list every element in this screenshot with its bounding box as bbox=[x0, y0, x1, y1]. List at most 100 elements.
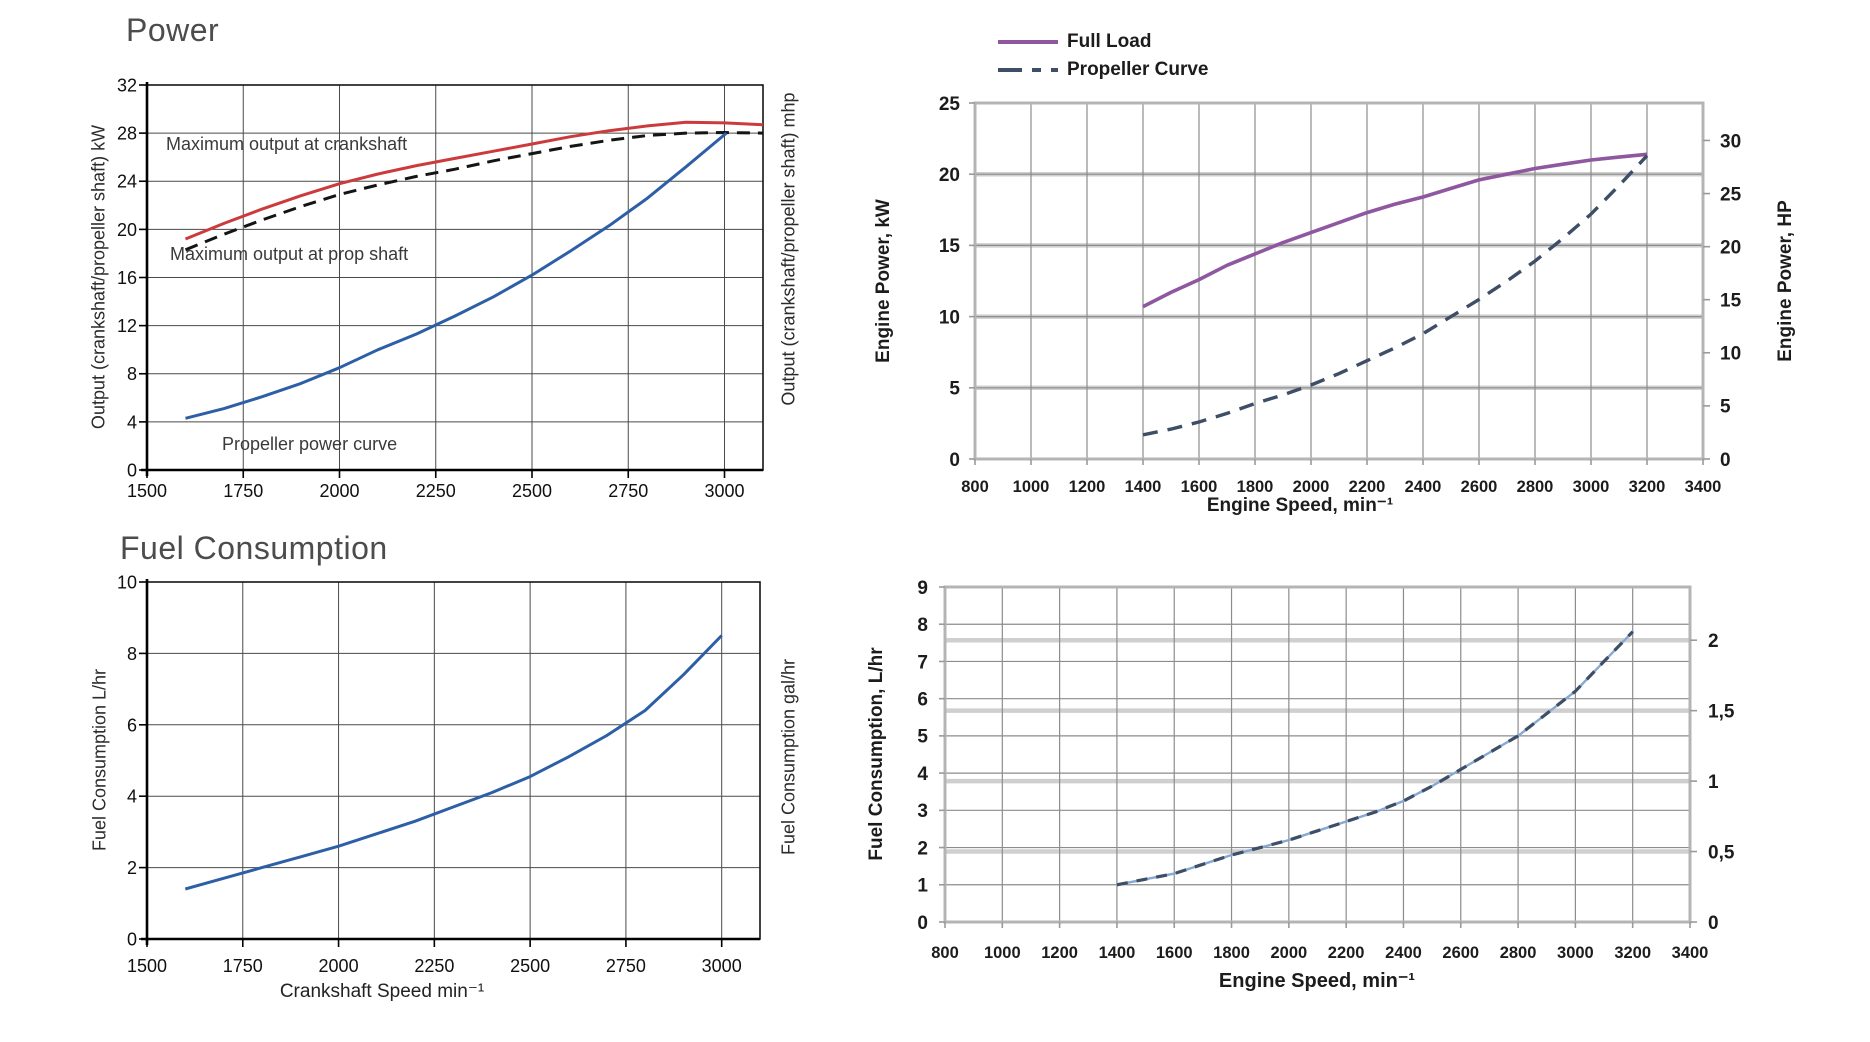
svg-text:2600: 2600 bbox=[1461, 478, 1498, 496]
svg-text:10: 10 bbox=[939, 307, 960, 328]
svg-text:8: 8 bbox=[917, 615, 928, 636]
power-right-plot: 800 1000 1200 1400 1600 1800 2000 2200 2400 2600 2… bbox=[939, 94, 1742, 496]
power-y-right-axis-label: Output (crankshaft/propeller shaft) mhp bbox=[778, 92, 799, 406]
svg-text:2250: 2250 bbox=[416, 481, 456, 501]
power-left-series-propeller-power-curve bbox=[185, 131, 728, 420]
legend-item-full-load: Full Load bbox=[996, 28, 1209, 56]
svg-text:2500: 2500 bbox=[512, 481, 552, 501]
svg-text:15: 15 bbox=[939, 236, 961, 257]
svg-text:7: 7 bbox=[917, 652, 928, 673]
fuel-consumption-lhr-axis-label: Fuel Consumption, L/hr bbox=[866, 647, 887, 861]
svg-text:4: 4 bbox=[127, 787, 137, 807]
svg-text:2200: 2200 bbox=[1328, 944, 1365, 962]
svg-text:0: 0 bbox=[127, 460, 137, 480]
svg-text:2750: 2750 bbox=[608, 481, 648, 501]
svg-text:2800: 2800 bbox=[1517, 478, 1554, 496]
svg-text:3400: 3400 bbox=[1685, 478, 1722, 496]
svg-text:1200: 1200 bbox=[1041, 944, 1078, 962]
svg-text:1,5: 1,5 bbox=[1708, 701, 1735, 722]
legend-label-full-load: Full Load bbox=[1067, 31, 1152, 52]
svg-text:1600: 1600 bbox=[1181, 478, 1218, 496]
svg-text:0: 0 bbox=[917, 913, 928, 934]
svg-text:12: 12 bbox=[117, 316, 137, 336]
svg-text:2400: 2400 bbox=[1385, 944, 1422, 962]
svg-text:1400: 1400 bbox=[1125, 478, 1162, 496]
svg-text:1750: 1750 bbox=[223, 481, 263, 501]
svg-text:2000: 2000 bbox=[319, 481, 359, 501]
svg-text:1000: 1000 bbox=[1013, 478, 1050, 496]
svg-text:2200: 2200 bbox=[1349, 478, 1386, 496]
svg-text:15: 15 bbox=[1720, 290, 1742, 311]
svg-text:30: 30 bbox=[1720, 131, 1741, 152]
svg-text:1800: 1800 bbox=[1213, 944, 1250, 962]
svg-text:4: 4 bbox=[127, 412, 137, 432]
fuel-lhr-axis-label: Fuel Consumption L/hr bbox=[89, 668, 110, 852]
svg-text:3000: 3000 bbox=[1573, 478, 1610, 496]
svg-text:20: 20 bbox=[1720, 238, 1741, 259]
svg-text:1: 1 bbox=[917, 876, 928, 897]
svg-text:1400: 1400 bbox=[1099, 944, 1136, 962]
svg-text:3000: 3000 bbox=[1557, 944, 1594, 962]
svg-text:1600: 1600 bbox=[1156, 944, 1193, 962]
svg-text:0: 0 bbox=[949, 450, 960, 471]
power-right-series-propeller-curve bbox=[1142, 154, 1649, 437]
svg-text:4: 4 bbox=[917, 764, 928, 785]
power-left-series-maximum-output-at-crankshaft bbox=[184, 120, 764, 241]
svg-text:25: 25 bbox=[939, 94, 961, 115]
svg-text:25: 25 bbox=[1720, 184, 1742, 205]
svg-text:20: 20 bbox=[939, 165, 960, 186]
svg-text:2000: 2000 bbox=[1293, 478, 1330, 496]
engine-speed-axis-label-bottom: Engine Speed, min⁻¹ bbox=[1218, 970, 1416, 992]
annotation-max-output-prop-shaft: Maximum output at prop shaft bbox=[170, 244, 409, 264]
svg-text:32: 32 bbox=[117, 75, 137, 95]
svg-text:10: 10 bbox=[1720, 344, 1741, 365]
svg-text:0,5: 0,5 bbox=[1708, 842, 1735, 863]
svg-text:10: 10 bbox=[117, 572, 137, 592]
svg-text:0: 0 bbox=[127, 929, 137, 949]
svg-text:1000: 1000 bbox=[984, 944, 1021, 962]
svg-text:2: 2 bbox=[1708, 631, 1719, 652]
svg-text:800: 800 bbox=[961, 478, 989, 496]
engine-power-hp-axis-label: Engine Power, HP bbox=[1775, 200, 1796, 362]
svg-text:5: 5 bbox=[917, 727, 928, 748]
svg-text:16: 16 bbox=[117, 268, 137, 288]
svg-text:0: 0 bbox=[1720, 450, 1731, 471]
power-left-series-maximum-output-at-prop-shaft bbox=[184, 131, 764, 252]
power-y-left-axis-label: Output (crankshaft/propeller shaft) kW bbox=[88, 124, 109, 430]
svg-text:2: 2 bbox=[127, 858, 137, 878]
svg-text:6: 6 bbox=[917, 690, 928, 711]
power-left-plot: 1500 1750 2000 2250 2500 2750 3000 0 4 8 12 16 20 24 2… bbox=[117, 75, 764, 501]
svg-text:2250: 2250 bbox=[414, 956, 454, 976]
svg-text:2000: 2000 bbox=[319, 956, 359, 976]
annotation-propeller-power-curve: Propeller power curve bbox=[222, 434, 398, 454]
svg-text:28: 28 bbox=[117, 124, 137, 144]
svg-text:6: 6 bbox=[127, 715, 137, 735]
svg-text:3: 3 bbox=[917, 801, 928, 822]
fuel-left-series-fuel-consumption bbox=[184, 634, 723, 891]
legend: Full Load Propeller Curve bbox=[996, 28, 1209, 84]
svg-text:1: 1 bbox=[1708, 772, 1719, 793]
svg-text:2000: 2000 bbox=[1270, 944, 1307, 962]
svg-text:3200: 3200 bbox=[1614, 944, 1651, 962]
svg-text:8: 8 bbox=[127, 364, 137, 384]
svg-text:3400: 3400 bbox=[1672, 944, 1709, 962]
svg-text:24: 24 bbox=[117, 172, 137, 192]
svg-text:3200: 3200 bbox=[1629, 478, 1666, 496]
svg-text:3000: 3000 bbox=[702, 956, 742, 976]
svg-text:2600: 2600 bbox=[1442, 944, 1479, 962]
svg-text:2500: 2500 bbox=[510, 956, 550, 976]
fuel-right-series-underlay bbox=[1115, 630, 1634, 886]
svg-text:1500: 1500 bbox=[127, 481, 167, 501]
svg-text:1500: 1500 bbox=[127, 956, 167, 976]
power-right-series-full-load bbox=[1142, 152, 1648, 309]
svg-text:5: 5 bbox=[1720, 397, 1731, 418]
svg-text:8: 8 bbox=[127, 644, 137, 664]
svg-text:1800: 1800 bbox=[1237, 478, 1274, 496]
svg-text:2400: 2400 bbox=[1405, 478, 1442, 496]
annotation-max-output-crankshaft: Maximum output at crankshaft bbox=[166, 134, 408, 154]
svg-text:20: 20 bbox=[117, 220, 137, 240]
crankshaft-speed-axis-label: Crankshaft Speed min⁻¹ bbox=[279, 981, 485, 1002]
fuel-galhr-axis-label: Fuel Consumption gal/hr bbox=[778, 658, 799, 856]
engine-power-kw-axis-label: Engine Power, kW bbox=[873, 199, 894, 363]
